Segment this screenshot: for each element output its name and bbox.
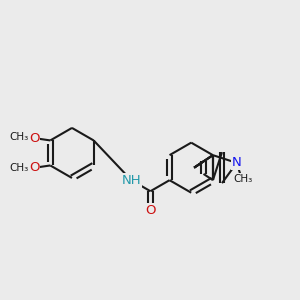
- Text: N: N: [232, 156, 242, 170]
- Text: NH: NH: [122, 174, 141, 187]
- Text: O: O: [145, 204, 156, 217]
- Text: CH₃: CH₃: [10, 164, 29, 173]
- Text: CH₃: CH₃: [10, 133, 29, 142]
- Text: O: O: [29, 161, 39, 174]
- Text: CH₃: CH₃: [233, 174, 252, 184]
- Text: O: O: [29, 132, 39, 145]
